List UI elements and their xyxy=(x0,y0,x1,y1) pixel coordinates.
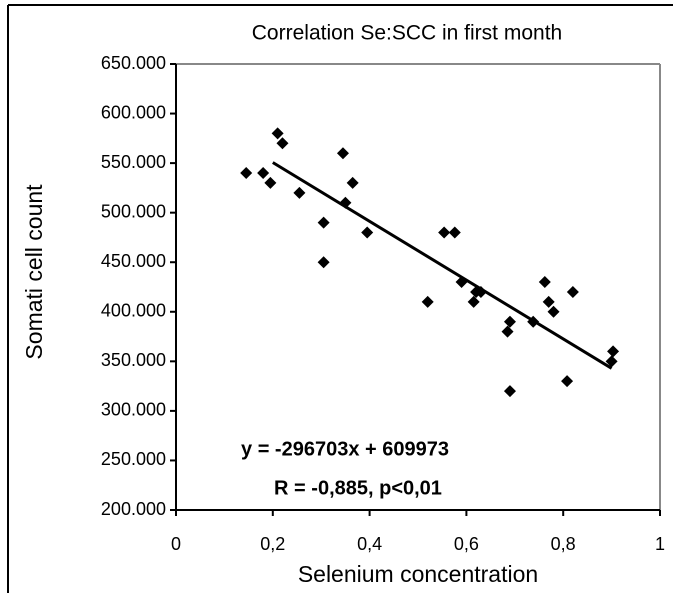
point xyxy=(503,315,516,328)
point xyxy=(257,167,270,180)
point xyxy=(474,285,487,298)
point xyxy=(467,295,480,308)
point xyxy=(503,385,516,398)
point xyxy=(455,276,468,289)
y-tick-label: 450.000 xyxy=(101,251,166,271)
point xyxy=(566,285,579,298)
point xyxy=(605,355,618,368)
x-tick-label: 0,6 xyxy=(454,534,479,554)
chart-title: Correlation Se:SCC in first month xyxy=(252,22,562,45)
point xyxy=(336,147,349,160)
x-tick-label: 0,4 xyxy=(357,534,382,554)
y-tick-label: 400.000 xyxy=(101,301,166,321)
point xyxy=(448,226,461,239)
y-tick-label: 250.000 xyxy=(101,449,166,469)
point xyxy=(271,127,284,140)
y-tick-label: 500.000 xyxy=(101,201,166,221)
y-tick-label: 600.000 xyxy=(101,102,166,122)
y-tick-label: 200.000 xyxy=(101,499,166,519)
point xyxy=(421,295,434,308)
point xyxy=(361,226,374,239)
point xyxy=(501,325,514,338)
point xyxy=(317,256,330,269)
point xyxy=(264,176,277,189)
y-axis-title: Somati cell count xyxy=(21,184,47,360)
point xyxy=(240,167,253,180)
point xyxy=(438,226,451,239)
point xyxy=(317,216,330,229)
point xyxy=(547,305,560,318)
x-axis-title: Selenium concentration xyxy=(298,561,538,587)
point xyxy=(346,176,359,189)
point xyxy=(276,137,289,150)
point xyxy=(561,375,574,388)
y-tick-label: 550.000 xyxy=(101,152,166,172)
point xyxy=(527,315,540,328)
y-tick-label: 650.000 xyxy=(101,53,166,73)
x-tick-label: 0,2 xyxy=(260,534,285,554)
point xyxy=(339,196,352,209)
equation: y = -296703x + 609973 xyxy=(241,438,449,460)
point xyxy=(542,295,555,308)
correlation: R = -0,885, p<0,01 xyxy=(274,477,442,499)
x-tick-label: 0,8 xyxy=(551,534,576,554)
x-tick-label: 1 xyxy=(655,534,665,554)
point xyxy=(538,276,551,289)
trendline xyxy=(272,161,613,370)
x-tick-label: 0 xyxy=(171,534,181,554)
point xyxy=(293,186,306,199)
point xyxy=(607,345,620,358)
y-tick-label: 300.000 xyxy=(101,400,166,420)
y-tick-label: 350.000 xyxy=(101,350,166,370)
